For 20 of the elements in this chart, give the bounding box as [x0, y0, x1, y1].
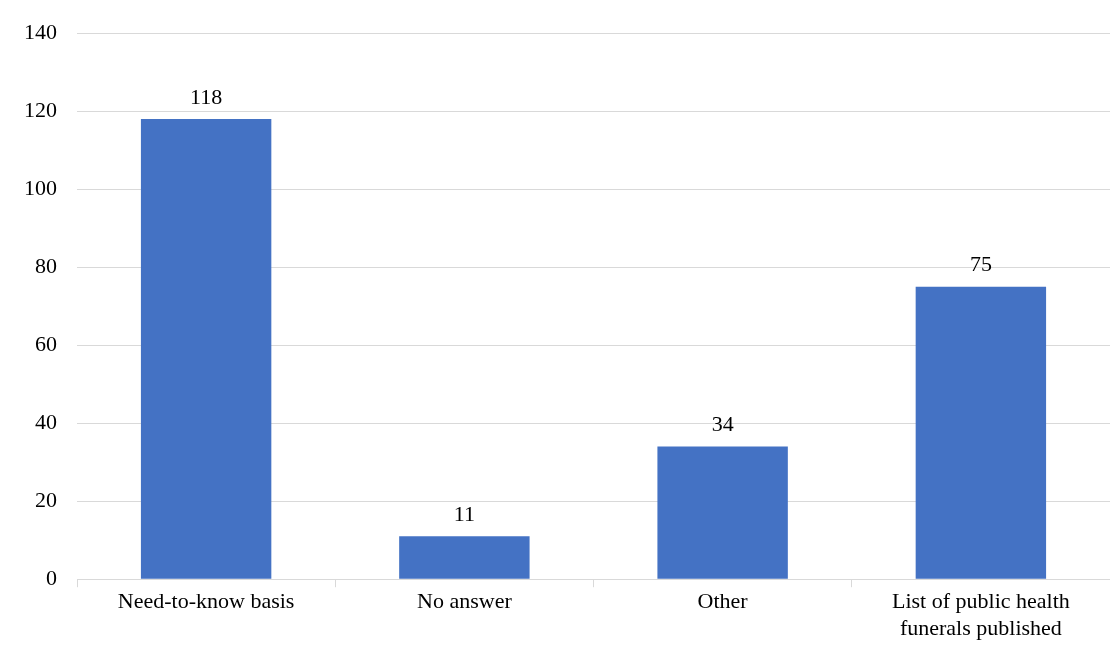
- bar: [399, 536, 530, 579]
- data-label: 118: [190, 83, 223, 109]
- x-tick-label: Need-to-know basis: [117, 588, 295, 614]
- bar: [140, 119, 272, 579]
- x-tick-label: List of public health funerals published: [891, 588, 1070, 640]
- x-tick-label: Other: [697, 588, 749, 614]
- y-tick-label: 0: [46, 564, 57, 590]
- data-label: 11: [453, 501, 475, 527]
- x-tick-label: No answer: [417, 588, 513, 614]
- y-tick-label: 100: [24, 174, 57, 200]
- bar: [915, 286, 1047, 579]
- y-tick-label: 140: [24, 18, 57, 44]
- y-tick-label: 60: [35, 330, 57, 356]
- y-tick-label: 20: [35, 486, 57, 512]
- bar: [657, 446, 788, 579]
- data-label: 75: [969, 251, 992, 277]
- y-tick-label: 40: [35, 408, 57, 434]
- y-tick-label: 80: [35, 252, 57, 278]
- data-label: 34: [711, 411, 734, 437]
- y-tick-label: 120: [24, 96, 57, 122]
